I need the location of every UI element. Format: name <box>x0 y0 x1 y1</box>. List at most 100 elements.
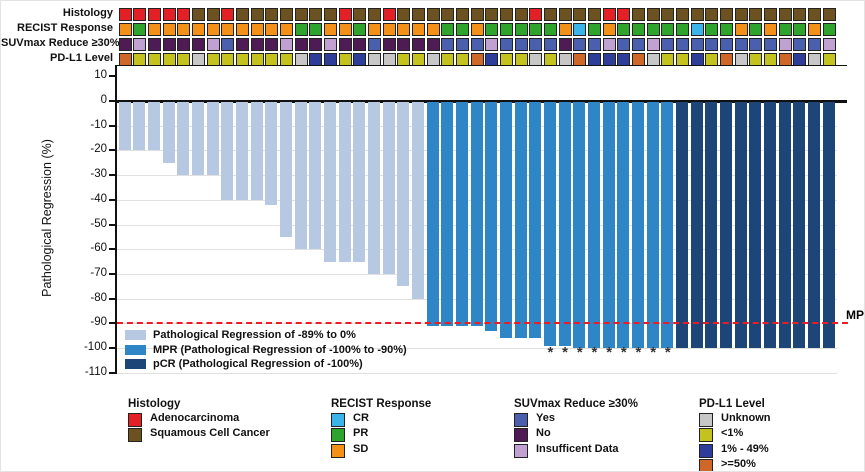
track-cell-recist <box>646 23 660 36</box>
legend-swatch-pdl1 <box>699 428 713 443</box>
mpr-line-label: MPR <box>846 308 864 322</box>
track-cell-histology <box>646 8 660 21</box>
legend-title-suvmax: SUVmax Reduce ≥30% <box>514 398 638 410</box>
bar-mpr <box>441 102 454 326</box>
track-cell-histology <box>631 8 645 21</box>
track-cell-suvmax <box>705 38 719 51</box>
y-tick-label: -80 <box>90 291 107 304</box>
y-axis-title: Pathological Regression (%) <box>40 139 54 297</box>
track-cell-suvmax <box>367 38 381 51</box>
bar-mpr <box>499 102 512 339</box>
bar-mpr <box>661 102 674 348</box>
bar-regression <box>397 102 410 287</box>
bar-regression <box>353 102 366 262</box>
track-cell-recist <box>455 23 469 36</box>
track-cell-recist <box>177 23 191 36</box>
bar-mpr <box>514 102 527 339</box>
track-cell-histology <box>749 8 763 21</box>
track-cell-histology <box>162 8 176 21</box>
track-cell-recist <box>719 23 733 36</box>
bar-pcr <box>690 102 703 348</box>
track-cell-histology <box>309 8 323 21</box>
track-cell-recist <box>294 23 308 36</box>
legend-label-histology: Adenocarcinoma <box>150 412 240 424</box>
track-cell-histology <box>455 8 469 21</box>
asterisk-marker: * <box>635 344 642 361</box>
track-cell-suvmax <box>382 38 396 51</box>
track-cell-suvmax <box>558 38 572 51</box>
bar-mpr <box>543 102 556 346</box>
y-tick <box>109 371 116 374</box>
track-cell-recist <box>749 23 763 36</box>
track-cell-recist <box>353 23 367 36</box>
legend-title-recist: RECIST Response <box>331 398 432 410</box>
bar-pcr <box>763 102 776 348</box>
track-cell-recist <box>470 23 484 36</box>
bar-pcr <box>705 102 718 348</box>
track-cell-suvmax <box>441 38 455 51</box>
track-cell-recist <box>822 23 836 36</box>
track-cell-histology <box>529 8 543 21</box>
track-cell-suvmax <box>617 38 631 51</box>
bar-mpr <box>646 102 659 348</box>
bar-regression <box>411 102 424 299</box>
track-cell-recist <box>147 23 161 36</box>
track-cell-histology <box>382 8 396 21</box>
bar-regression <box>147 102 160 151</box>
track-cell-recist <box>675 23 689 36</box>
legend-label-suvmax: No <box>536 427 551 440</box>
y-tick <box>109 198 116 201</box>
y-tick <box>109 149 116 152</box>
y-tick <box>109 272 116 275</box>
asterisk-marker: * <box>576 344 583 361</box>
track-cell-recist <box>602 23 616 36</box>
track-cell-suvmax <box>690 38 704 51</box>
track-cell-suvmax <box>822 38 836 51</box>
track-cell-recist <box>778 23 792 36</box>
track-cell-suvmax <box>646 38 660 51</box>
track-cell-suvmax <box>147 38 161 51</box>
y-tick-label: -110 <box>84 365 107 378</box>
bar-regression <box>162 102 175 163</box>
bar-pcr <box>807 102 820 348</box>
track-cell-suvmax <box>587 38 601 51</box>
bar-regression <box>367 102 380 274</box>
track-cell-recist <box>382 23 396 36</box>
track-cell-histology <box>661 8 675 21</box>
plot-legend-label-r: Pathological Regression of -89% to 0% <box>153 329 356 341</box>
legend-swatch-recist <box>331 428 345 443</box>
track-cell-histology <box>602 8 616 21</box>
track-cell-recist <box>250 23 264 36</box>
track-cell-histology <box>793 8 807 21</box>
y-tick <box>109 223 116 226</box>
bar-regression <box>279 102 292 237</box>
track-cell-suvmax <box>499 38 513 51</box>
plot-legend-swatch-p <box>125 359 146 370</box>
bar-mpr <box>558 102 571 346</box>
track-cell-histology <box>514 8 528 21</box>
track-cell-suvmax <box>661 38 675 51</box>
track-cell-suvmax <box>602 38 616 51</box>
legend-swatch-histology <box>128 413 142 427</box>
y-tick <box>109 248 116 251</box>
track-cell-histology <box>426 8 440 21</box>
bar-regression <box>265 102 278 205</box>
track-cell-histology <box>543 8 557 21</box>
track-cell-suvmax <box>807 38 821 51</box>
track-cell-histology <box>617 8 631 21</box>
bar-pcr <box>734 102 747 348</box>
track-cell-recist <box>441 23 455 36</box>
track-cell-recist <box>118 23 132 36</box>
track-cell-suvmax <box>191 38 205 51</box>
track-cell-recist <box>631 23 645 36</box>
track-cell-suvmax <box>133 38 147 51</box>
track-cell-histology <box>221 8 235 21</box>
track-label-recist: RECIST Response <box>17 22 113 34</box>
bar-mpr <box>631 102 644 348</box>
track-cell-histology <box>353 8 367 21</box>
track-cell-recist <box>793 23 807 36</box>
asterisk-marker: * <box>620 344 627 361</box>
track-label-pdl1: PD-L1 Level <box>50 52 113 64</box>
track-cell-recist <box>323 23 337 36</box>
